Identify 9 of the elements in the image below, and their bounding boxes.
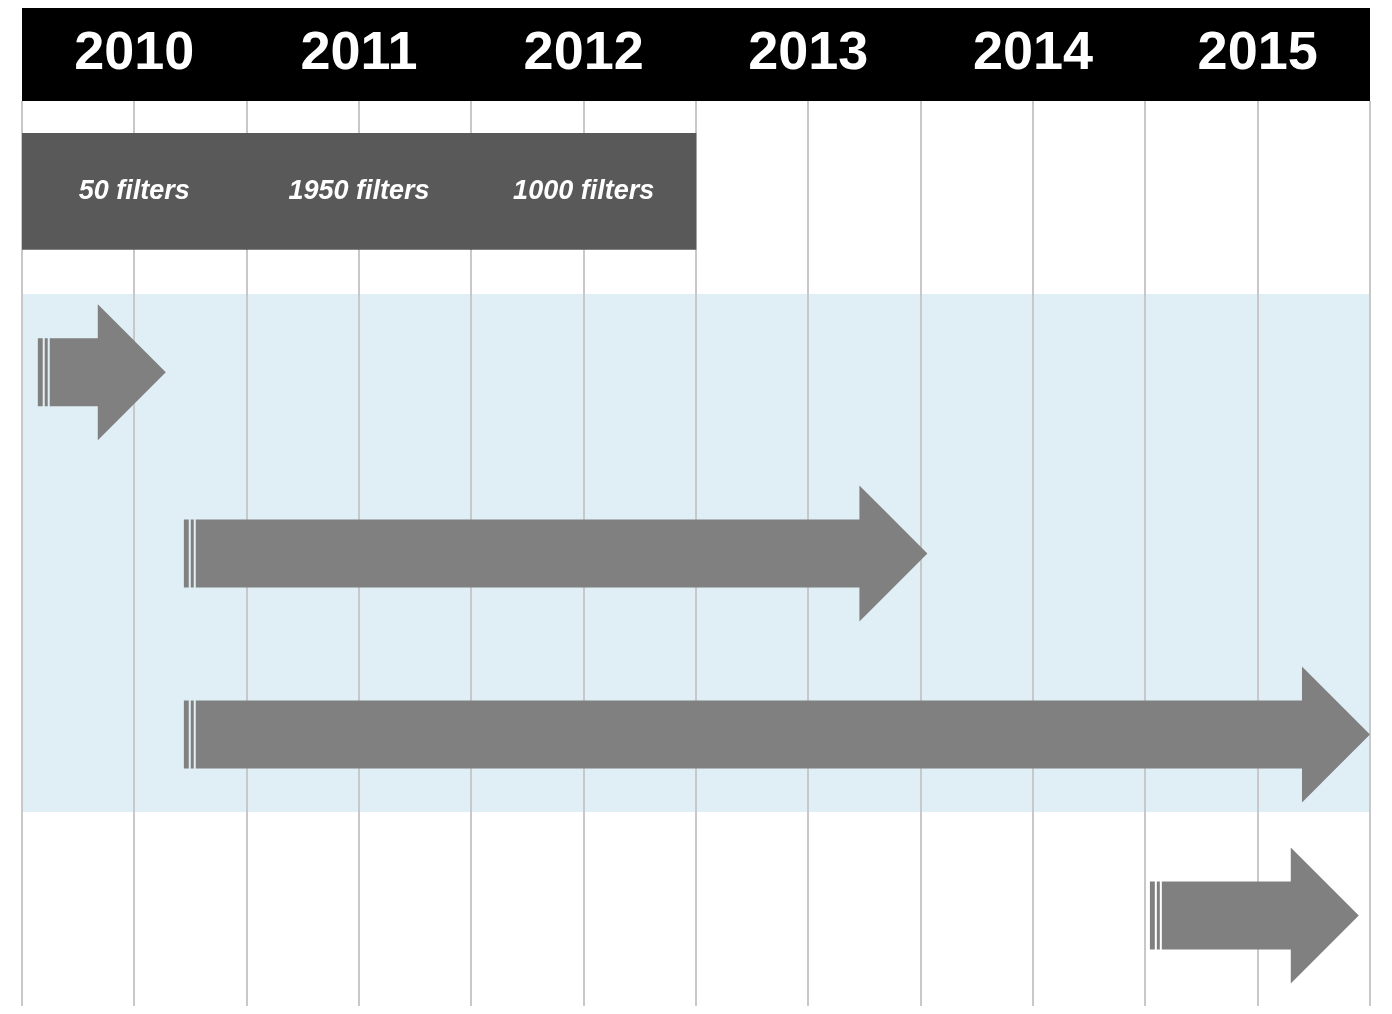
x-tick-label: 2011: [300, 20, 418, 81]
annotation: 50 filters: [78, 174, 190, 205]
x-tick-label: 2013: [748, 20, 869, 81]
x-tick-label: 2010: [74, 20, 195, 81]
annotation: 1000 filters: [513, 174, 655, 205]
x-tick-label: 2012: [523, 20, 644, 81]
annotation: 1950 filters: [288, 174, 430, 205]
x-tick-label: 2014: [972, 20, 1094, 81]
x-tick-label: 2015: [1197, 20, 1318, 81]
